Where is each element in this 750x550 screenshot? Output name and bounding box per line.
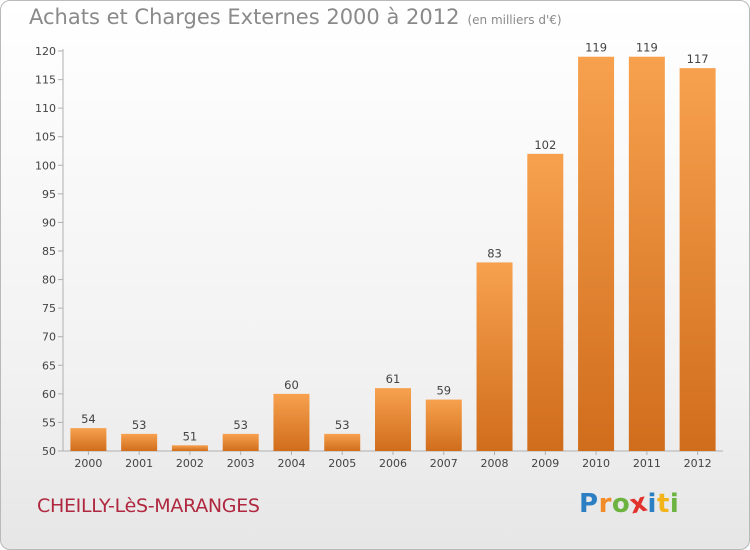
bar-2000 xyxy=(70,428,107,451)
bar-2010 xyxy=(578,56,615,451)
y-tick-label: 105 xyxy=(35,131,56,144)
chart-title-text: Achats et Charges Externes 2000 à 2012 xyxy=(29,5,460,29)
logo-letter: r xyxy=(598,489,612,519)
bar-2003 xyxy=(222,433,259,451)
bar-2009 xyxy=(527,153,564,451)
data-label-2006: 61 xyxy=(386,372,401,386)
x-tick-label-2011: 2011 xyxy=(633,457,661,470)
y-tick-label: 120 xyxy=(35,45,56,58)
bar-2012 xyxy=(679,68,716,452)
y-tick-label: 65 xyxy=(42,359,56,372)
y-tick-label: 50 xyxy=(42,445,56,458)
chart-subtitle: (en milliers d'€) xyxy=(467,13,562,27)
bar-2002 xyxy=(171,445,208,451)
bar-2004 xyxy=(273,393,310,451)
x-tick-label-2005: 2005 xyxy=(328,457,356,470)
data-label-2003: 53 xyxy=(233,418,248,432)
y-tick-label: 75 xyxy=(42,302,56,315)
x-tick-label-2007: 2007 xyxy=(430,457,458,470)
y-tick-label: 95 xyxy=(42,188,56,201)
logo-letter: P xyxy=(579,489,599,519)
y-tick-label: 80 xyxy=(42,274,56,287)
data-label-2002: 51 xyxy=(183,429,198,443)
x-tick-label-2012: 2012 xyxy=(684,457,712,470)
bar-2006 xyxy=(375,388,411,451)
y-tick-label: 110 xyxy=(35,102,56,115)
y-tick-label: 85 xyxy=(42,245,56,258)
bar-2001 xyxy=(121,433,158,451)
data-label-2011: 119 xyxy=(636,41,658,55)
data-label-2012: 117 xyxy=(687,52,709,66)
bars xyxy=(70,56,716,452)
bar-2008 xyxy=(476,262,513,451)
bar-2005 xyxy=(324,433,361,451)
x-tick-label-2009: 2009 xyxy=(531,457,559,470)
logo-letter: i xyxy=(669,489,680,519)
x-tick-label-2010: 2010 xyxy=(582,457,610,470)
y-tick-label: 100 xyxy=(35,159,56,172)
data-labels: 54 53 51 53 60 53 61 59 83 102 119 119 117 xyxy=(81,41,709,444)
data-label-2007: 59 xyxy=(436,384,451,398)
axes: 50 55 60 65 70 75 80 85 90 95 100 105 110 115 120 2000 2… xyxy=(35,45,723,470)
proxiti-logo: Proxiti xyxy=(579,488,680,521)
data-label-2008: 83 xyxy=(487,246,502,260)
y-tick-label: 70 xyxy=(42,331,56,344)
y-tick-label: 115 xyxy=(35,74,56,87)
bar-2011 xyxy=(628,56,665,451)
data-label-2004: 60 xyxy=(284,378,299,392)
y-tick-label: 55 xyxy=(42,416,56,429)
x-tick-label-2001: 2001 xyxy=(125,457,153,470)
logo-letter: t xyxy=(656,489,670,519)
data-label-2000: 54 xyxy=(81,412,96,426)
y-tick-label: 90 xyxy=(42,216,56,229)
logo-letter: o xyxy=(611,489,631,519)
x-tick-label-2003: 2003 xyxy=(227,457,255,470)
data-label-2001: 53 xyxy=(132,418,147,432)
data-label-2005: 53 xyxy=(335,418,350,432)
x-tick-label-2000: 2000 xyxy=(74,457,102,470)
x-tick-label-2004: 2004 xyxy=(277,457,305,470)
commune-name: CHEILLY-LèS-MARANGES xyxy=(37,495,260,517)
data-label-2010: 119 xyxy=(585,41,607,55)
x-tick-label-2008: 2008 xyxy=(481,457,509,470)
x-tick-label-2002: 2002 xyxy=(176,457,204,470)
x-tick-label-2006: 2006 xyxy=(379,457,407,470)
logo-letter: i xyxy=(647,489,657,519)
data-label-2009: 102 xyxy=(534,138,556,152)
chart-title: Achats et Charges Externes 2000 à 2012 (e… xyxy=(29,5,562,29)
y-tick-label: 60 xyxy=(42,388,56,401)
bar-2007 xyxy=(425,399,462,451)
